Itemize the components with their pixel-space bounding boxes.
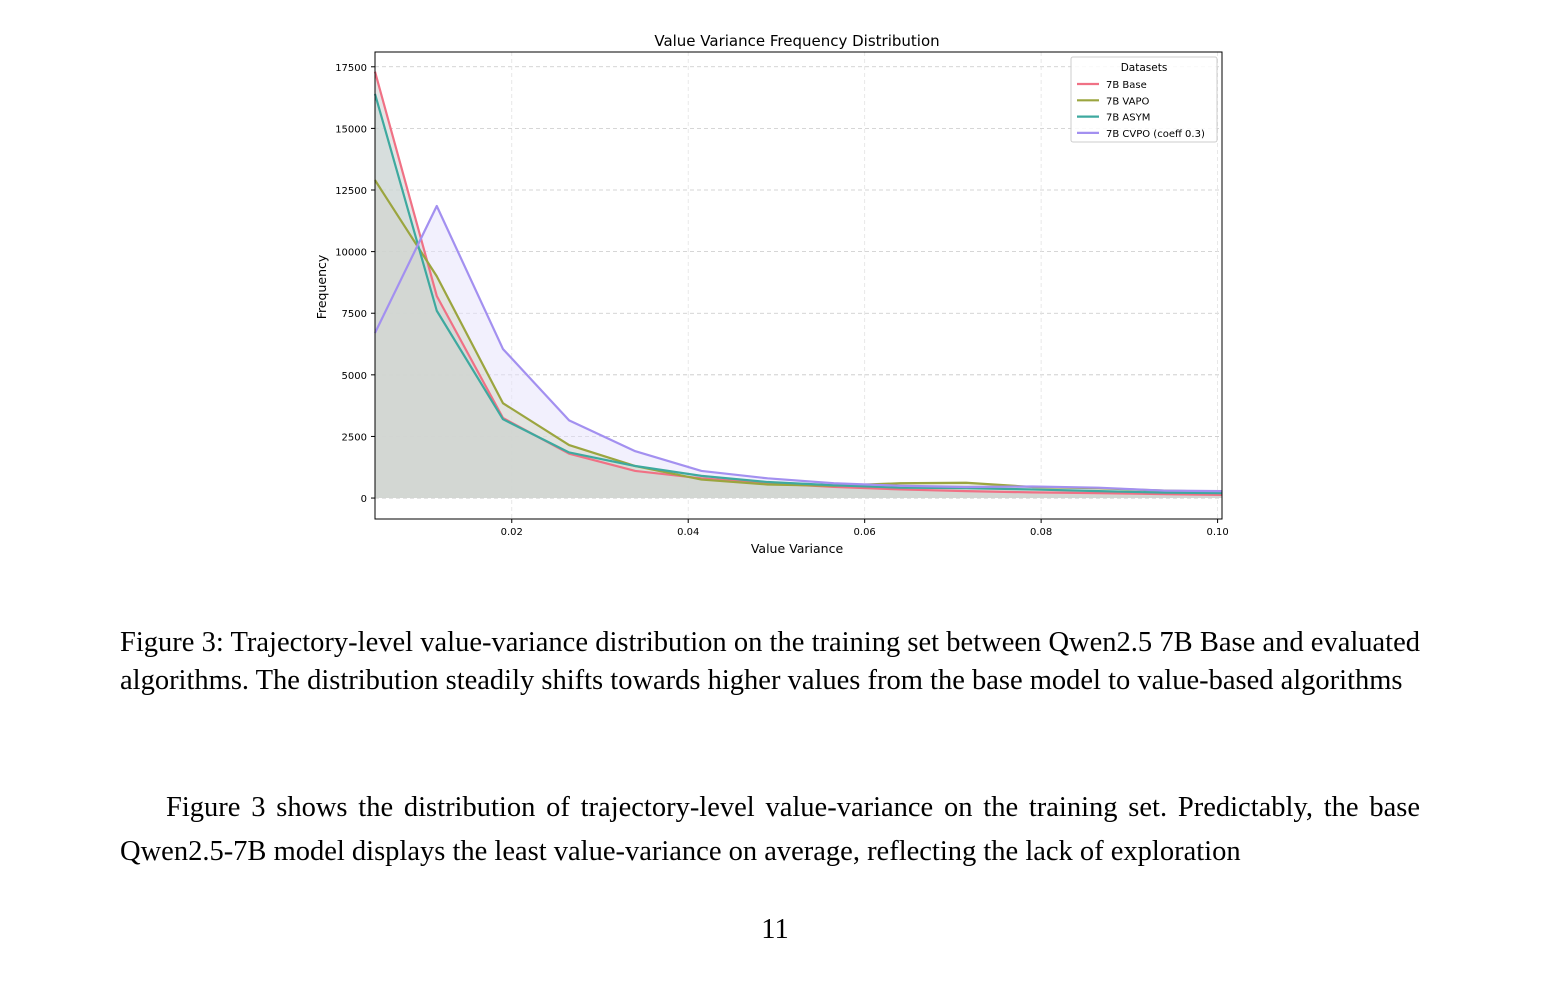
caption-label: Figure 3: [120,627,224,658]
series-area [375,71,1222,499]
y-tick-label: 0 [361,494,367,505]
x-axis-label: Value Variance [751,541,844,556]
y-tick-label: 17500 [335,63,367,74]
legend-box [1070,56,1218,143]
y-axis-label: Frequency [314,254,329,319]
x-tick-label: 0.02 [501,527,523,538]
plot-frame [374,51,1223,520]
page-number: 11 [761,914,789,945]
legend-label: 7B Base [1106,80,1147,91]
x-tick-label: 0.08 [1030,527,1052,538]
figure-caption: Figure 3: Trajectory-level value-varianc… [120,624,1420,700]
series-line [374,204,1223,493]
y-tick-label: 15000 [335,124,367,135]
caption-text: Trajectory-level value-variance distribu… [120,627,1420,696]
y-tick-label: 2500 [342,432,367,443]
body-paragraph: Figure 3 shows the distribution of traje… [120,792,1420,867]
x-tick-label: 0.06 [854,527,876,538]
legend-title: Datasets [1121,62,1168,74]
legend-label: 7B CVPO (coeff 0.3) [1106,129,1205,140]
y-tick-label: 12500 [335,186,367,197]
x-tick-label: 0.04 [677,527,699,538]
y-tick-label: 5000 [342,371,367,382]
figure-chart: Value Variance Frequency Distribution Va… [314,32,1229,556]
y-tick-label: 10000 [335,248,367,259]
y-tick-label: 7500 [342,309,367,320]
series-line [373,93,1223,495]
x-tick-label: 0.10 [1206,527,1228,538]
chart-title: Value Variance Frequency Distribution [654,32,939,50]
legend-label: 7B ASYM [1106,113,1150,124]
legend: Datasets 7B Base 7B VAPO 7B ASYM 7B CVPO (c… [1070,56,1218,143]
legend-label: 7B VAPO [1106,96,1149,107]
